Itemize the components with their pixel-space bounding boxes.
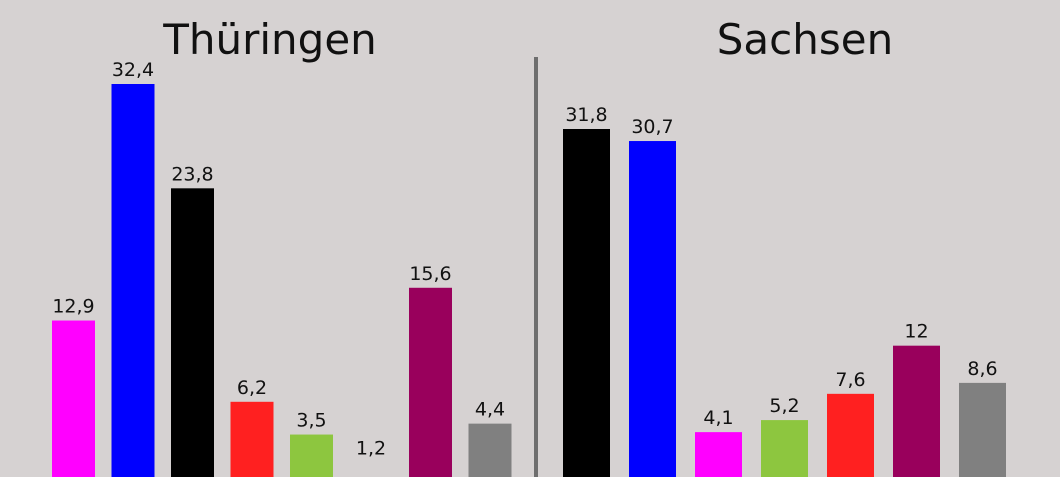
value-label: 3,5 — [296, 410, 326, 432]
bar — [230, 401, 274, 477]
bar — [111, 84, 155, 477]
value-label: 4,1 — [703, 407, 733, 429]
value-label: 7,6 — [835, 369, 865, 391]
chart-title: Sachsen — [717, 15, 893, 64]
chart-title: Thüringen — [162, 15, 377, 64]
value-label: 30,7 — [631, 116, 673, 138]
bar — [761, 420, 808, 477]
value-label: 6,2 — [237, 377, 267, 399]
bar — [695, 432, 742, 477]
value-label: 32,4 — [112, 59, 154, 81]
bar — [290, 434, 333, 477]
value-label: 1,2 — [356, 437, 386, 459]
bar — [171, 188, 214, 477]
bar — [959, 382, 1006, 477]
bar — [409, 287, 452, 477]
bar — [893, 345, 940, 477]
bar — [827, 393, 874, 477]
value-label: 31,8 — [565, 104, 607, 126]
bar — [52, 320, 95, 477]
bar — [349, 462, 393, 477]
value-label: 23,8 — [171, 163, 213, 185]
bar — [629, 141, 676, 477]
value-label: 15,6 — [409, 263, 451, 285]
value-label: 12,9 — [52, 296, 94, 318]
bar — [468, 423, 512, 477]
value-label: 4,4 — [475, 399, 505, 421]
value-label: 12 — [904, 321, 928, 343]
value-label: 5,2 — [769, 395, 799, 417]
bar — [563, 129, 610, 477]
value-label: 8,6 — [967, 358, 997, 380]
